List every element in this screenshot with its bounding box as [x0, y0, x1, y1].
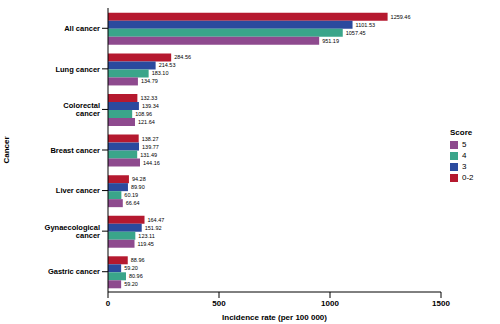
- svg-text:59.20: 59.20: [124, 265, 138, 271]
- svg-text:132.33: 132.33: [140, 95, 157, 101]
- svg-text:951.19: 951.19: [322, 38, 339, 44]
- svg-text:66.64: 66.64: [126, 200, 140, 206]
- svg-text:1000: 1000: [321, 299, 339, 308]
- svg-text:139.77: 139.77: [142, 144, 159, 150]
- svg-text:134.79: 134.79: [141, 78, 158, 84]
- svg-text:1500: 1500: [432, 299, 450, 308]
- svg-text:139.34: 139.34: [142, 103, 159, 109]
- svg-text:Colorectalcancer: Colorectalcancer: [63, 101, 100, 118]
- html-text:5: 5: [462, 140, 467, 149]
- html-text:3: 3: [462, 162, 467, 171]
- svg-text:108.96: 108.96: [135, 111, 152, 117]
- svg-text:119.45: 119.45: [138, 241, 154, 247]
- svg-text:121.64: 121.64: [138, 119, 155, 125]
- svg-text:214.53: 214.53: [159, 62, 176, 68]
- svg-text:All cancer: All cancer: [64, 24, 100, 33]
- svg-text:80.96: 80.96: [129, 273, 143, 279]
- svg-text:0: 0: [106, 299, 111, 308]
- svg-text:Breast cancer: Breast cancer: [50, 146, 100, 155]
- svg-text:138.27: 138.27: [142, 136, 159, 142]
- html-text:0-2: 0-2: [462, 173, 474, 182]
- svg-text:164.47: 164.47: [148, 217, 165, 223]
- svg-text:60.19: 60.19: [124, 192, 138, 198]
- svg-text:Incidence rate (per 100 000): Incidence rate (per 100 000): [222, 313, 327, 322]
- svg-text:59.20: 59.20: [124, 281, 138, 287]
- html-text:4: 4: [462, 151, 467, 160]
- svg-text:1057.45: 1057.45: [346, 30, 366, 36]
- svg-text:1259.46: 1259.46: [391, 14, 411, 20]
- svg-text:500: 500: [212, 299, 226, 308]
- svg-text:1101.53: 1101.53: [356, 22, 375, 28]
- svg-text:284.56: 284.56: [174, 54, 191, 60]
- svg-text:89.90: 89.90: [131, 184, 145, 190]
- svg-text:151.92: 151.92: [145, 225, 162, 231]
- svg-text:Lung cancer: Lung cancer: [55, 65, 100, 74]
- svg-text:94.28: 94.28: [132, 176, 146, 182]
- svg-text:183.10: 183.10: [152, 70, 169, 76]
- html-text:Score: Score: [450, 128, 473, 137]
- svg-text:Gynaecologicalcancer: Gynaecologicalcancer: [45, 223, 101, 240]
- svg-text:88.96: 88.96: [131, 257, 145, 263]
- svg-text:Cancer: Cancer: [8, 136, 11, 163]
- svg-text:123.11: 123.11: [138, 233, 154, 239]
- svg-text:131.49: 131.49: [140, 152, 157, 158]
- svg-text:Liver cancer: Liver cancer: [56, 186, 100, 195]
- svg-text:144.16: 144.16: [143, 160, 160, 166]
- svg-text:Gastric cancer: Gastric cancer: [48, 267, 100, 276]
